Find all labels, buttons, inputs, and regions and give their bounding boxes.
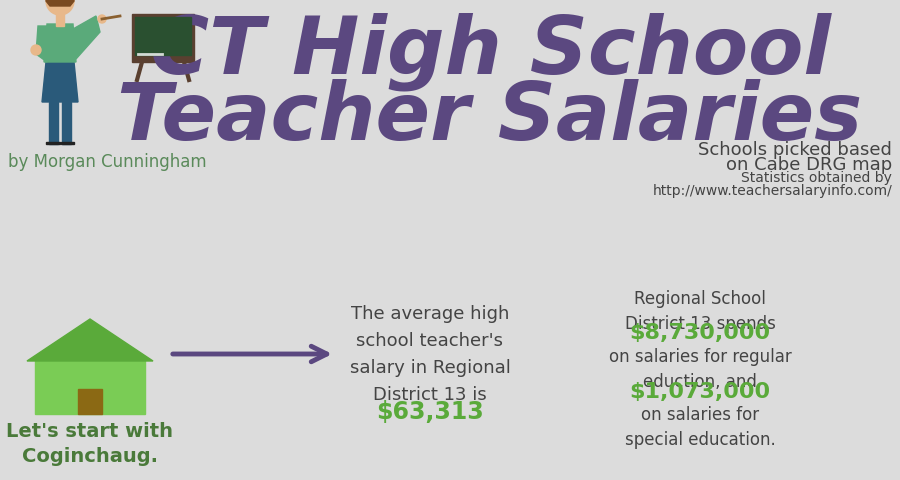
Circle shape (98, 16, 106, 24)
Bar (49, 103, 58, 144)
Text: $63,313: $63,313 (376, 399, 484, 423)
Circle shape (46, 0, 74, 16)
Circle shape (31, 46, 41, 56)
Text: Statistics obtained by: Statistics obtained by (741, 171, 892, 185)
Bar (78, 389, 102, 414)
Polygon shape (36, 27, 47, 63)
Text: Teacher Salaries: Teacher Salaries (117, 79, 862, 156)
Text: Regional School
District 13 spends: Regional School District 13 spends (625, 289, 776, 332)
Text: Let's start with
Coginchaug.: Let's start with Coginchaug. (6, 421, 174, 465)
Text: by Morgan Cunningham: by Morgan Cunningham (8, 153, 207, 171)
Bar (135, 18, 191, 56)
Text: on salaries for regular
eduction, and: on salaries for regular eduction, and (608, 347, 791, 390)
Polygon shape (73, 17, 100, 60)
Text: The average high
school teacher's
salary in Regional
District 13 is: The average high school teacher's salary… (349, 304, 510, 404)
Polygon shape (44, 25, 76, 63)
Text: CT High School: CT High School (149, 13, 831, 91)
Bar (35, 359, 145, 414)
Bar (56, 13, 64, 27)
Text: on Cabe DRG map: on Cabe DRG map (725, 156, 892, 174)
Text: $1,073,000: $1,073,000 (629, 381, 770, 401)
Text: http://www.teachersalaryinfo.com/: http://www.teachersalaryinfo.com/ (652, 184, 892, 198)
Polygon shape (46, 0, 74, 7)
Polygon shape (46, 143, 60, 144)
Polygon shape (61, 143, 74, 144)
Polygon shape (27, 319, 153, 361)
Text: $8,730,000: $8,730,000 (629, 323, 770, 342)
Polygon shape (42, 63, 78, 103)
Text: Schools picked based: Schools picked based (698, 141, 892, 159)
Bar (132, 15, 194, 63)
Bar (62, 103, 71, 144)
Text: on salaries for
special education.: on salaries for special education. (625, 405, 776, 448)
